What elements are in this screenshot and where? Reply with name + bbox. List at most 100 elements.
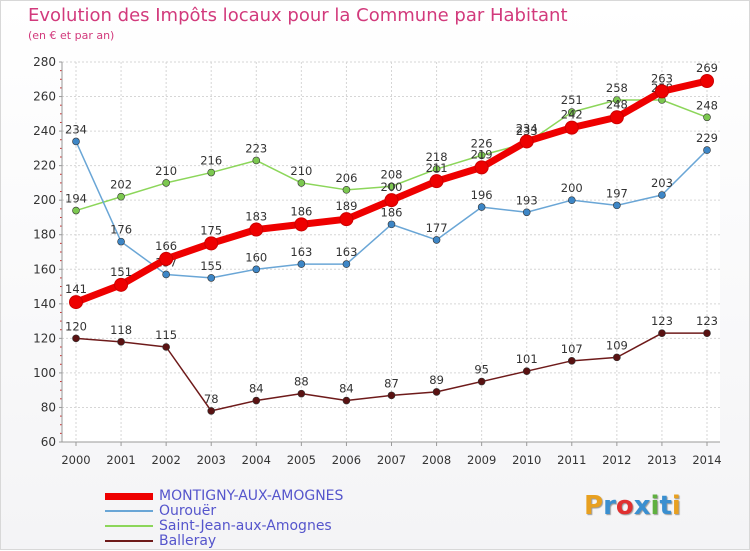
data-point-saint-jean-aux-amognes — [477, 151, 486, 160]
data-point-montigny-aux-amognes — [159, 251, 174, 266]
x-tick-label: 2005 — [287, 453, 316, 467]
logo-letter: i — [650, 491, 660, 521]
data-point-saint-jean-aux-amognes — [162, 179, 170, 187]
data-label-saint-jean-aux-amognes: 226 — [471, 136, 493, 150]
data-label-saint-jean-aux-amognes: 208 — [381, 167, 403, 181]
data-point-saint-jean-aux-amognes — [387, 182, 396, 191]
x-tick-label: 2011 — [557, 453, 586, 467]
data-label-balleray: 84 — [339, 382, 354, 396]
data-point-saint-jean-aux-amognes — [613, 96, 621, 104]
data-label-montigny-aux-amognes: 263 — [651, 71, 673, 85]
data-point-ourou-r — [703, 146, 711, 154]
legend-item: Ourouër — [105, 503, 216, 519]
data-point-balleray — [477, 377, 486, 386]
data-point-saint-jean-aux-amognes — [207, 168, 216, 177]
data-point-saint-jean-aux-amognes — [72, 206, 80, 215]
data-label-ourou-r: 203 — [651, 176, 673, 190]
data-point-balleray — [117, 338, 125, 346]
data-label-saint-jean-aux-amognes: 194 — [65, 192, 87, 206]
legend-swatch — [105, 492, 153, 500]
y-tick-label: 260 — [33, 90, 56, 104]
data-label-ourou-r: 200 — [561, 181, 583, 195]
data-point-ourou-r — [297, 260, 306, 268]
y-tick-label: 160 — [33, 262, 56, 276]
data-point-ourou-r — [432, 236, 441, 244]
data-label-montigny-aux-amognes: 183 — [245, 210, 267, 224]
data-label-balleray: 123 — [651, 314, 673, 328]
data-point-ourou-r — [477, 203, 486, 211]
data-point-montigny-aux-amognes — [114, 277, 129, 292]
data-point-saint-jean-aux-amognes — [117, 192, 125, 201]
y-tick-label: 180 — [33, 228, 56, 242]
data-label-ourou-r: 197 — [606, 186, 628, 200]
data-point-montigny-aux-amognes — [204, 236, 219, 251]
data-point-balleray — [252, 396, 261, 405]
x-tick-label: 2002 — [152, 453, 181, 467]
data-point-montigny-aux-amognes — [519, 134, 534, 149]
x-tick-label: 2012 — [602, 453, 631, 467]
data-label-montigny-aux-amognes: 151 — [110, 265, 132, 279]
data-label-ourou-r: 193 — [516, 193, 538, 207]
data-label-montigny-aux-amognes: 200 — [381, 180, 403, 194]
data-label-montigny-aux-amognes: 242 — [561, 108, 583, 122]
y-tick-label: 80 — [41, 400, 56, 414]
data-label-montigny-aux-amognes: 269 — [696, 61, 718, 75]
x-tick-label: 2004 — [242, 453, 271, 467]
y-tick-label: 100 — [33, 366, 56, 380]
data-label-ourou-r: 186 — [381, 205, 403, 219]
x-tick-label: 2013 — [647, 453, 676, 467]
data-point-balleray — [207, 407, 216, 415]
data-point-ourou-r — [252, 265, 261, 274]
data-label-montigny-aux-amognes: 234 — [516, 121, 538, 135]
data-point-balleray — [297, 389, 306, 398]
proxiti-logo: Proxiti — [584, 491, 681, 521]
data-label-balleray: 109 — [606, 338, 628, 352]
data-label-balleray: 120 — [65, 319, 87, 333]
legend-item: Saint-Jean-aux-Amognes — [105, 518, 332, 534]
data-label-montigny-aux-amognes: 248 — [606, 97, 628, 111]
data-point-saint-jean-aux-amognes — [297, 179, 306, 187]
data-point-ourou-r — [72, 137, 80, 146]
data-label-ourou-r: 163 — [335, 245, 357, 259]
data-point-montigny-aux-amognes — [564, 120, 579, 135]
data-point-balleray — [162, 343, 170, 351]
data-label-balleray: 107 — [561, 342, 583, 356]
y-tick-label: 120 — [33, 331, 56, 345]
data-point-balleray — [72, 334, 80, 343]
data-label-montigny-aux-amognes: 175 — [200, 223, 222, 237]
data-point-ourou-r — [613, 201, 621, 210]
data-point-saint-jean-aux-amognes — [432, 165, 441, 173]
legend-swatch — [105, 510, 153, 512]
legend-label: Ourouër — [159, 503, 217, 519]
data-point-saint-jean-aux-amognes — [703, 113, 711, 122]
data-label-saint-jean-aux-amognes: 210 — [155, 164, 177, 178]
data-label-saint-jean-aux-amognes: 251 — [561, 93, 583, 107]
y-tick-label: 60 — [41, 435, 56, 449]
data-label-ourou-r: 155 — [200, 259, 222, 273]
data-point-ourou-r — [567, 196, 576, 204]
data-point-montigny-aux-amognes — [249, 222, 264, 237]
data-label-ourou-r: 160 — [245, 250, 267, 264]
data-point-ourou-r — [117, 237, 125, 246]
data-label-saint-jean-aux-amognes: 233 — [516, 124, 538, 138]
data-point-balleray — [387, 391, 396, 400]
data-label-saint-jean-aux-amognes: 206 — [335, 171, 357, 185]
data-label-ourou-r: 176 — [110, 223, 132, 237]
x-tick-label: 2000 — [61, 453, 90, 467]
data-label-ourou-r: 196 — [471, 188, 493, 202]
data-label-balleray: 87 — [384, 376, 399, 390]
logo-letter: P — [584, 491, 604, 521]
data-label-ourou-r: 177 — [426, 221, 448, 235]
data-point-ourou-r — [387, 220, 396, 229]
logo-letter: r — [603, 491, 616, 521]
data-label-saint-jean-aux-amognes: 248 — [696, 98, 718, 112]
data-point-montigny-aux-amognes — [609, 110, 624, 125]
data-label-balleray: 115 — [155, 328, 177, 342]
x-tick-label: 2008 — [422, 453, 451, 467]
data-point-saint-jean-aux-amognes — [567, 108, 576, 116]
data-label-montigny-aux-amognes: 166 — [155, 239, 177, 253]
logo-letter: t — [659, 491, 672, 521]
data-label-balleray: 123 — [696, 314, 718, 328]
data-label-montigny-aux-amognes: 186 — [290, 204, 312, 218]
